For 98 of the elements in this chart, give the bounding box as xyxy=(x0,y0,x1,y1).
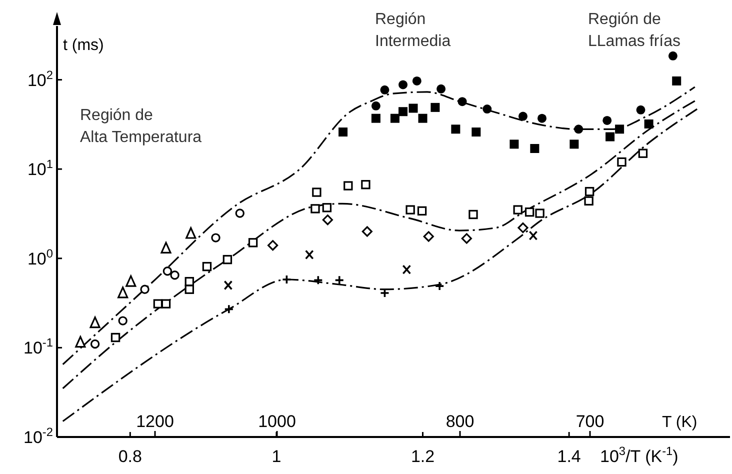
annotation: 1200 xyxy=(136,412,174,431)
point xyxy=(186,227,196,239)
point xyxy=(535,208,544,218)
annotation: Región de LLamas frías xyxy=(588,11,680,50)
point xyxy=(436,84,446,94)
point xyxy=(398,80,408,90)
point xyxy=(224,280,233,290)
point xyxy=(574,124,584,134)
annotation: T (K) xyxy=(662,414,698,431)
point xyxy=(224,304,234,314)
point xyxy=(248,238,258,248)
point xyxy=(202,262,212,272)
point xyxy=(322,203,332,212)
point xyxy=(380,85,390,94)
x-axis-title: 10$^{3}$/T (K$^{-1}$) xyxy=(600,444,678,466)
x-tick-label: 1 xyxy=(272,447,282,466)
point xyxy=(344,181,353,190)
point xyxy=(468,210,478,220)
point xyxy=(418,114,428,123)
annotation: 700 xyxy=(576,412,604,431)
y-tick-label: 10$^{2}$ xyxy=(27,68,54,90)
point xyxy=(390,114,400,123)
point xyxy=(584,186,594,196)
point xyxy=(118,286,128,298)
point xyxy=(528,230,538,240)
point xyxy=(570,140,579,149)
point xyxy=(615,124,624,134)
point xyxy=(170,270,180,280)
point xyxy=(644,119,654,128)
point xyxy=(334,275,344,286)
point xyxy=(211,233,220,242)
point xyxy=(513,205,522,214)
annotation: Región de Alta Temperatura xyxy=(80,107,202,146)
point xyxy=(518,112,528,121)
point xyxy=(140,284,150,294)
point xyxy=(184,284,194,294)
point xyxy=(538,114,546,123)
x-tick-label: 0.8 xyxy=(118,447,142,466)
point xyxy=(304,250,314,260)
point xyxy=(482,104,492,114)
y-tick-label: 10$^{0}$ xyxy=(27,246,54,268)
point xyxy=(584,196,594,206)
point xyxy=(412,76,422,86)
point xyxy=(617,157,626,167)
point xyxy=(408,104,418,113)
point xyxy=(268,240,278,251)
point xyxy=(371,114,380,123)
point xyxy=(118,316,128,326)
y-axis-title: t (ms) xyxy=(63,37,104,54)
point xyxy=(162,266,172,276)
point xyxy=(417,206,427,216)
point xyxy=(235,208,244,218)
point xyxy=(458,97,467,106)
point xyxy=(322,214,333,226)
point xyxy=(472,128,481,137)
point xyxy=(160,242,172,254)
point xyxy=(110,332,120,342)
point xyxy=(310,204,320,214)
point xyxy=(402,264,412,274)
point xyxy=(312,188,322,197)
point xyxy=(524,207,534,217)
point xyxy=(222,254,232,264)
point xyxy=(90,316,100,328)
annotation: Región Intermedia xyxy=(375,11,451,50)
point xyxy=(362,226,372,237)
point xyxy=(434,281,444,291)
x-tick-label: 1.4 xyxy=(557,447,581,466)
point xyxy=(518,222,528,234)
point xyxy=(668,51,678,60)
point xyxy=(90,339,100,349)
x-tick-label: 1.2 xyxy=(410,447,435,466)
annotation: 1000 xyxy=(258,412,296,431)
point xyxy=(423,231,434,242)
point xyxy=(430,102,440,112)
point xyxy=(451,124,460,134)
point xyxy=(161,299,171,308)
y-tick-label: 10$^{-2}$ xyxy=(24,425,54,447)
point xyxy=(361,180,370,190)
point xyxy=(530,144,540,153)
point xyxy=(338,128,348,137)
y-tick-label: 10$^{1}$ xyxy=(27,157,54,180)
point xyxy=(398,107,408,116)
point xyxy=(602,116,612,125)
point xyxy=(313,275,324,286)
point xyxy=(606,132,615,142)
point xyxy=(510,140,519,149)
point xyxy=(282,274,292,284)
point xyxy=(461,233,472,244)
point xyxy=(672,76,682,86)
point xyxy=(126,275,136,287)
point xyxy=(636,105,646,114)
point xyxy=(406,205,415,214)
point xyxy=(75,336,86,348)
point xyxy=(638,148,648,158)
point xyxy=(371,101,380,110)
point xyxy=(153,299,163,308)
y-tick-label: 10$^{-1}$ xyxy=(24,336,54,358)
annotation: 800 xyxy=(446,412,474,431)
